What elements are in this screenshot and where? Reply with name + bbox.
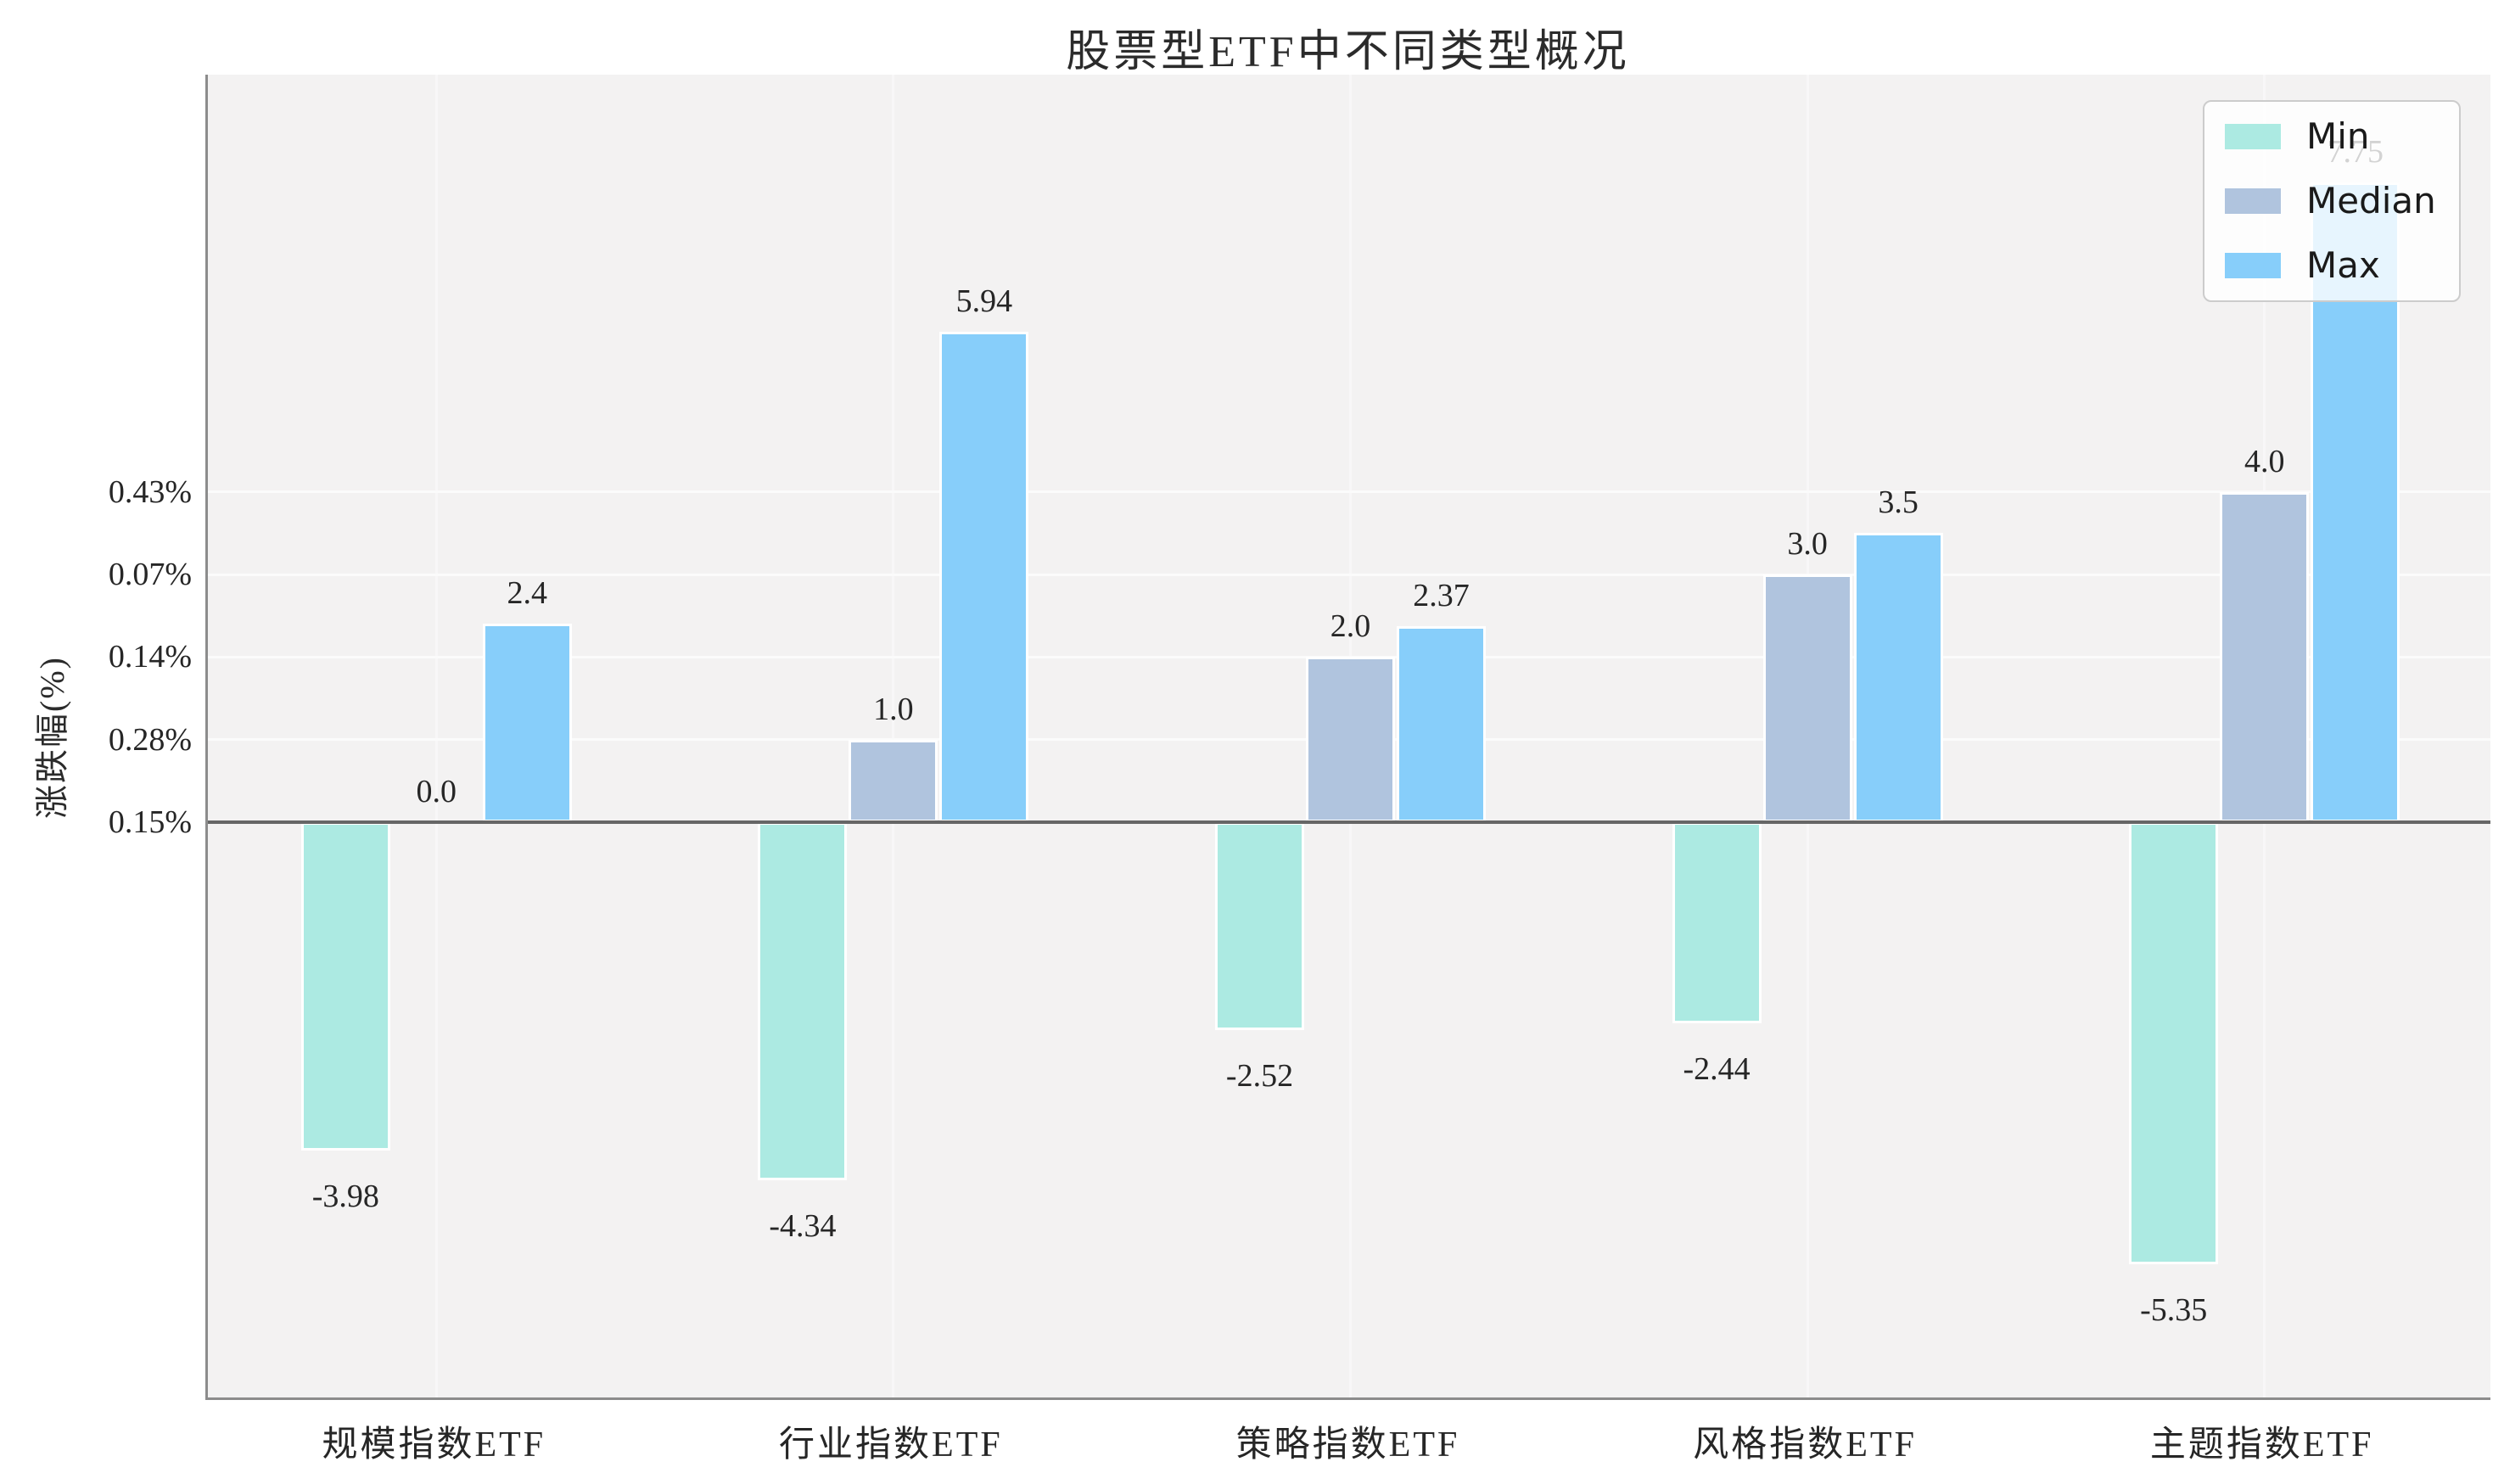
- bar-value-label: 2.4: [507, 575, 548, 612]
- bar-value-label: 4.0: [2244, 443, 2285, 479]
- gridline-vertical: [434, 75, 438, 1397]
- x-tick-label-2: 策略指数ETF: [1235, 1425, 1460, 1464]
- bar-min-1: [758, 822, 848, 1181]
- x-tick-label-3: 风格指数ETF: [1693, 1425, 1917, 1464]
- x-tick-label-1: 行业指数ETF: [779, 1425, 1003, 1464]
- legend-swatch-median: [2225, 188, 2281, 214]
- bar-max-0: [482, 624, 572, 822]
- legend: Min Median Max: [2203, 100, 2461, 302]
- bar-value-label: 2.0: [1330, 608, 1371, 645]
- legend-item-max: Max: [2225, 248, 2439, 283]
- bar-value-label: 2.37: [1413, 578, 1470, 614]
- gridline-vertical: [892, 75, 895, 1397]
- bar-value-label: 3.0: [1787, 526, 1828, 563]
- plot-area: -3.98 -4.34 -2.52 -2.44 -5.35 0.0 1.0 2.0 3.0 4.0…: [205, 75, 2490, 1400]
- bar-median-4: [2220, 491, 2310, 822]
- bar-value-label: -4.34: [769, 1208, 837, 1245]
- bar-min-2: [1215, 822, 1304, 1031]
- legend-label: Max: [2306, 244, 2380, 286]
- bar-max-1: [939, 332, 1029, 822]
- y-tick-label: 0.14%: [108, 639, 192, 675]
- bar-value-label: -2.44: [1683, 1051, 1751, 1088]
- legend-label: Median: [2306, 180, 2436, 221]
- legend-swatch-min: [2225, 124, 2281, 149]
- bar-max-3: [1853, 533, 1943, 822]
- legend-item-min: Min: [2225, 119, 2439, 154]
- y-tick-label: 0.15%: [108, 804, 192, 840]
- bar-min-3: [1672, 822, 1762, 1024]
- bar-value-label: 3.5: [1878, 484, 1919, 521]
- bar-value-label: -3.98: [311, 1179, 379, 1215]
- y-tick-label: 0.07%: [108, 557, 192, 593]
- y-tick-label: 0.43%: [108, 473, 192, 510]
- bar-median-3: [1762, 574, 1852, 822]
- bar-value-label: 1.0: [873, 691, 914, 727]
- bar-value-label: 0.0: [416, 774, 457, 809]
- legend-item-median: Median: [2225, 183, 2439, 219]
- y-tick-label: 0.28%: [108, 721, 192, 758]
- bar-median-2: [1306, 657, 1395, 822]
- gridline-horizontal: [208, 490, 2490, 494]
- bar-min-0: [300, 822, 390, 1151]
- bar-value-label: -2.52: [1225, 1058, 1294, 1095]
- bar-value-label: -5.35: [2140, 1291, 2208, 1328]
- x-tick-label-4: 主题指数ETF: [2149, 1425, 2374, 1464]
- bar-median-1: [849, 739, 938, 822]
- bar-min-4: [2129, 822, 2219, 1264]
- bar-value-label: 5.94: [955, 283, 1013, 320]
- zero-line: [208, 820, 2490, 824]
- gridline-horizontal: [208, 573, 2490, 576]
- chart-title: 股票型ETF中不同类型概况: [1066, 28, 1630, 76]
- x-tick-label-0: 规模指数ETF: [322, 1425, 546, 1464]
- legend-swatch-max: [2225, 253, 2281, 278]
- y-axis-label: 涨跌幅(%): [33, 656, 71, 819]
- legend-label: Min: [2306, 115, 2370, 157]
- bar-max-2: [1397, 626, 1486, 822]
